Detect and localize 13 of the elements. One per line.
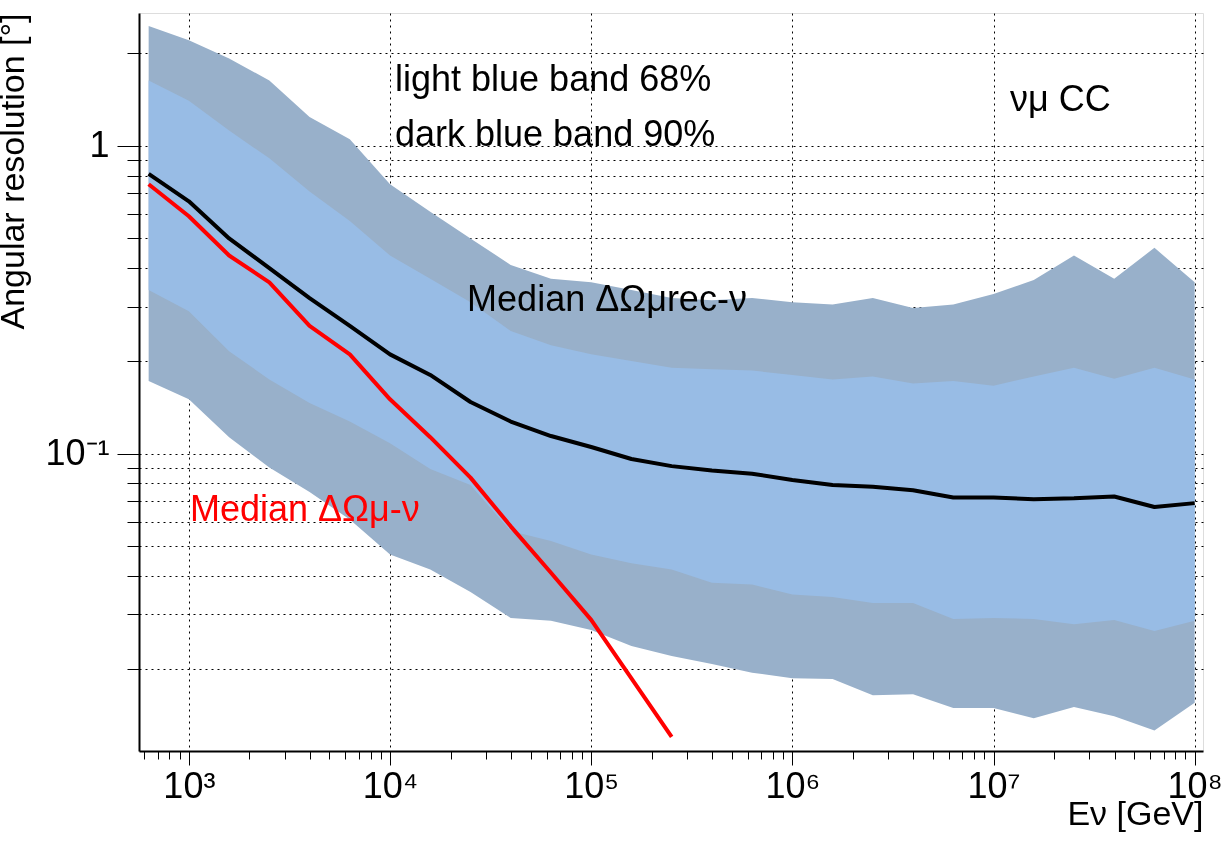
x-tick-label: 10⁴ <box>362 764 419 806</box>
x-tick-label: 10⁶ <box>765 764 821 806</box>
annotation: νμ CC <box>1010 78 1111 119</box>
y-axis-title: Angular resolution [°] <box>0 13 32 330</box>
x-tick-label: 10³ <box>163 764 216 806</box>
y-tick-label: 10⁻¹ <box>45 432 110 474</box>
annotation: dark blue band 90% <box>395 113 716 154</box>
series-label: Median ΔΩμ-ν <box>190 488 420 529</box>
y-tick-label: 1 <box>89 124 110 166</box>
x-tick-label: 10⁵ <box>564 764 620 806</box>
x-tick-label: 10⁷ <box>967 764 1021 806</box>
series-label: Median ΔΩμrec-ν <box>467 278 747 319</box>
annotation: light blue band 68% <box>395 58 712 99</box>
